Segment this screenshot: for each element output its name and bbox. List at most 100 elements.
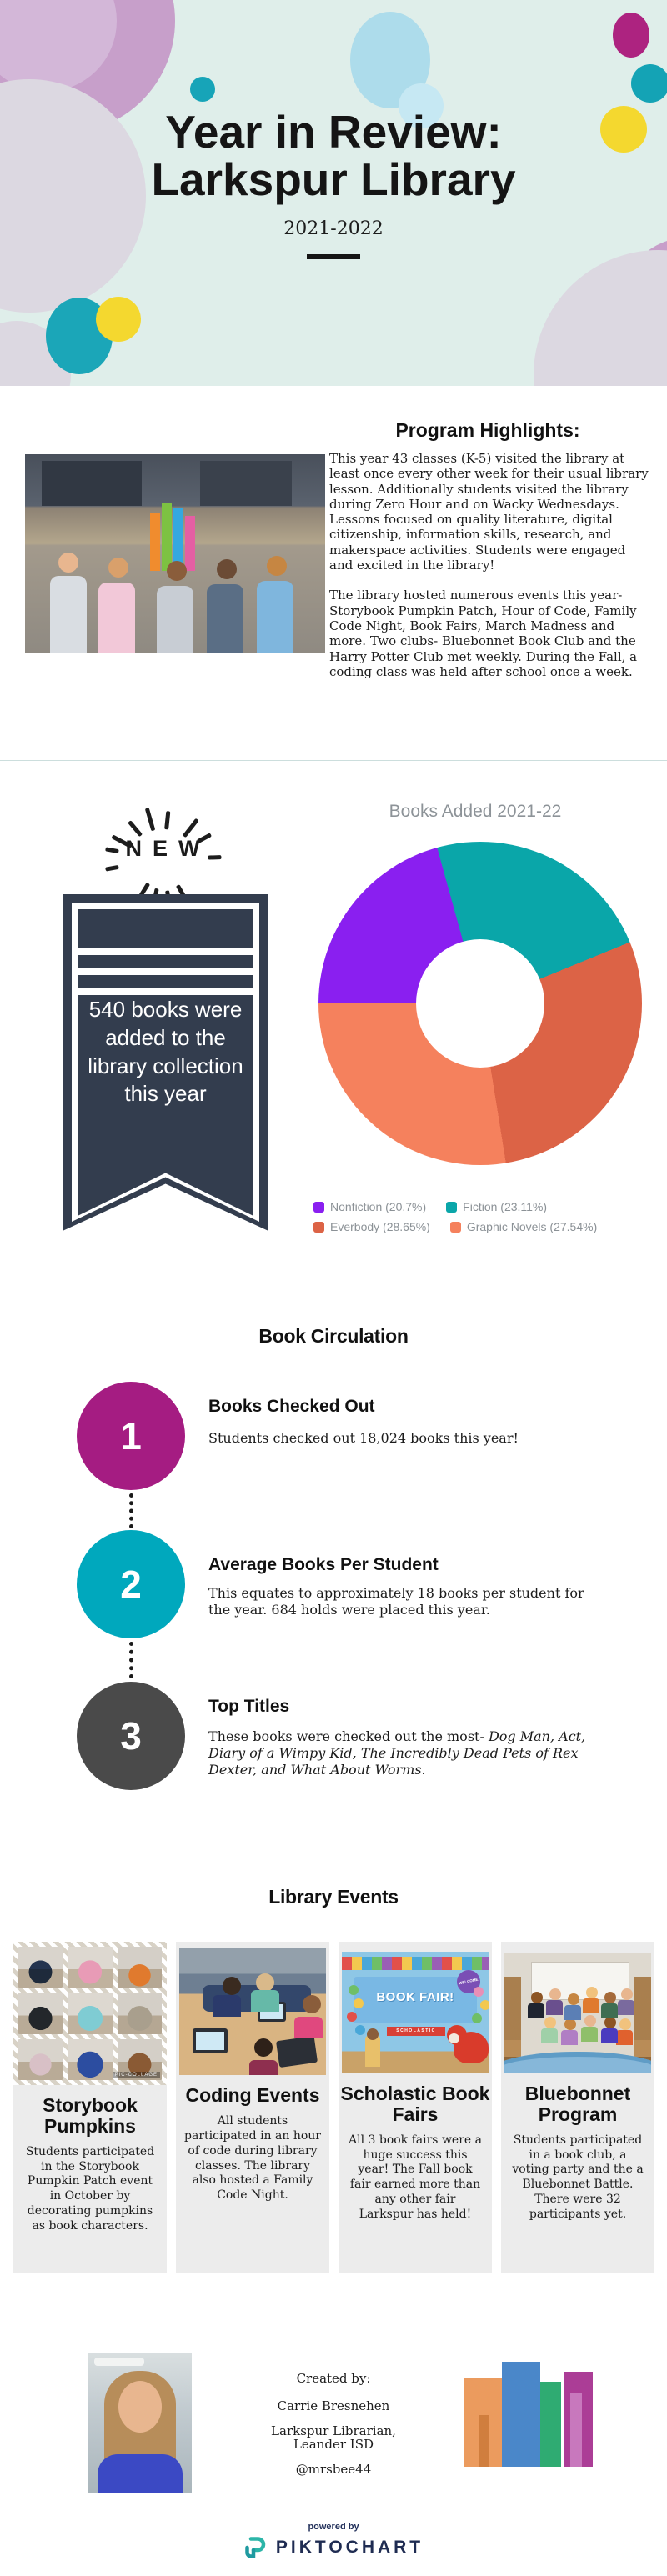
photo-window [42, 461, 142, 506]
creator-role-line2: Leander ISD [293, 2437, 374, 2452]
event-card-title: Coding Events [185, 2084, 320, 2106]
bunting [342, 1957, 489, 1970]
footer-section: Created by: Carrie Bresnehen Larkspur Li… [0, 2325, 667, 2576]
ribbon-banner: 540 books were added to the library coll… [63, 894, 268, 1231]
book-fair-banner-text: BOOK FAIR! [354, 1977, 477, 2023]
decor-circle [399, 83, 444, 128]
creator-handle: @mrsbee44 [295, 2462, 372, 2477]
legend-swatch [313, 1221, 324, 1233]
title-block: Year in Review: Larkspur Library 2021-20… [0, 106, 667, 260]
step-number: 1 [120, 1414, 142, 1458]
bookshelf [504, 1977, 521, 2073]
decor-circle [96, 297, 141, 342]
decor-circle [631, 64, 667, 103]
ribbon-stripe [78, 968, 253, 975]
event-card-title: Scholastic Book Fairs [340, 2083, 490, 2125]
kid-shirts [528, 2003, 544, 2018]
kid-heads [223, 1977, 241, 1995]
character-cutout [365, 2035, 380, 2067]
photo-cup-stack [150, 513, 160, 571]
librarian-photo [88, 2353, 192, 2493]
event-card-body: All students participated in an hour of … [184, 2113, 321, 2203]
event-card-book-fairs: BOOK FAIR! SCHOLASTIC WELCOME Scholastic… [339, 1942, 492, 2273]
kid-shirts [213, 1995, 241, 2017]
legend-item: Everbody (28.65%) [313, 1220, 430, 1233]
event-card-body: Students participated in the Storybook P… [25, 2144, 155, 2233]
legend-item: Graphic Novels (27.54%) [449, 1220, 598, 1233]
dotted-connector [129, 1642, 133, 1678]
program-highlights-section: Program Highlights: This year 43 classes… [0, 386, 667, 760]
legend-label: Graphic Novels (27.54%) [466, 1220, 598, 1233]
page-title-line1: Year in Review: [165, 106, 502, 158]
page-title-line2: Larkspur Library [151, 153, 516, 206]
piktochart-wordmark: PIKTOCHART [275, 2538, 424, 2557]
piktochart-logo: PIKTOCHART [0, 2535, 667, 2560]
scholastic-bar: SCHOLASTIC [387, 2027, 445, 2036]
header-banner: Year in Review: Larkspur Library 2021-20… [0, 0, 667, 386]
photo-watermark: PIC-COLLAGE [112, 2072, 160, 2078]
photo-cup-stack [162, 503, 172, 571]
ribbon-text: 540 books were added to the library coll… [88, 997, 243, 1107]
section-heading: Program Highlights: [395, 419, 580, 441]
decor-circle [600, 106, 647, 153]
tablet [275, 2035, 318, 2068]
event-card-title: Bluebonnet Program [524, 2083, 631, 2125]
legend-item: Fiction (23.11%) [446, 1200, 547, 1213]
title-underline [307, 254, 360, 260]
balloons [349, 1985, 359, 1995]
piktochart-icon [245, 2537, 266, 2558]
legend-label: Nonfiction (20.7%) [330, 1200, 427, 1213]
whiteboard [531, 1962, 629, 2000]
photo-kid-bodies [50, 576, 87, 653]
rug [504, 2052, 651, 2073]
photo-cup-stack [173, 508, 183, 571]
legend-swatch [313, 1201, 324, 1213]
legend-label: Fiction (23.11%) [463, 1200, 548, 1213]
section-heading: Library Events [268, 1886, 399, 1908]
new-badge-label: NEW [125, 836, 211, 861]
book-spine [564, 2372, 593, 2467]
chart-title: Books Added 2021-22 [389, 802, 562, 821]
section-heading: Book Circulation [258, 1325, 409, 1347]
photo-kid-heads [58, 553, 78, 573]
decor-circle [534, 250, 667, 386]
page-subtitle: 2021-2022 [283, 218, 384, 240]
creator-name: Carrie Bresnehen [277, 2398, 390, 2413]
decor-circle [190, 77, 215, 102]
step-body: Students checked out 18,024 books this y… [208, 1430, 519, 1446]
bookshelf [634, 1977, 651, 2073]
classroom-photo [25, 454, 325, 653]
step-title: Top Titles [208, 1697, 290, 1716]
books-illustration [464, 2362, 602, 2467]
step-body: This equates to approximately 18 books p… [208, 1585, 584, 1618]
book-fair-photo: BOOK FAIR! SCHOLASTIC WELCOME [342, 1952, 489, 2073]
created-by-label: Created by: [296, 2371, 371, 2386]
book-spine [464, 2378, 502, 2467]
step-circle-1: 1 [77, 1382, 185, 1490]
program-paragraph-2: The library hosted numerous events this … [329, 588, 638, 679]
event-card-bluebonnet: Bluebonnet Program Students participated… [501, 1942, 654, 2273]
donut-chart [318, 842, 642, 1165]
legend-item: Nonfiction (20.7%) [313, 1200, 426, 1213]
collection-section: NEW 540 books were added to the library [0, 760, 667, 1283]
new-burst-icon: NEW [83, 790, 242, 915]
chart-legend: Nonfiction (20.7%) Fiction (23.11%) Ever… [313, 1200, 659, 1233]
creator-role-line1: Larkspur Librarian, [271, 2423, 396, 2438]
library-events-section: Library Events PIC-COLLAGE Storybook Pum… [0, 1823, 667, 2325]
step-number: 2 [120, 1563, 142, 1606]
event-card-title: Storybook Pumpkins [43, 2094, 138, 2137]
section-divider [0, 760, 667, 761]
step-title: Books Checked Out [208, 1397, 375, 1416]
event-card-storybook-pumpkins: PIC-COLLAGE Storybook Pumpkins Students … [13, 1942, 167, 2273]
legend-label: Everbody (28.65%) [330, 1220, 430, 1233]
group-photo [504, 1953, 651, 2073]
legend-swatch [446, 1201, 458, 1213]
program-paragraph-1: This year 43 classes (K-5) visited the l… [329, 451, 649, 573]
face [118, 2381, 162, 2433]
ribbon-stripe [78, 948, 253, 955]
step-title: Average Books Per Student [208, 1555, 439, 1574]
step-body: These books were checked out the most- D… [208, 1728, 609, 1778]
ribbon-stripe [78, 988, 253, 995]
event-card-body: All 3 book fairs were a huge success thi… [348, 2133, 482, 2222]
